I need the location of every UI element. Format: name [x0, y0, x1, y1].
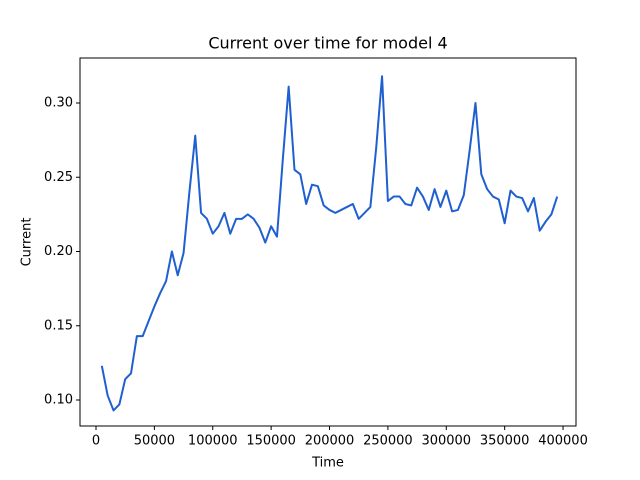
x-tick-label: 300000: [421, 434, 471, 449]
x-tick-label: 200000: [305, 434, 355, 449]
x-tick-label: 100000: [188, 434, 238, 449]
y-tick-label: 0.15: [44, 318, 73, 333]
y-tick-label: 0.10: [44, 393, 73, 408]
x-tick-label: 350000: [480, 434, 530, 449]
y-axis-label: Current: [20, 218, 35, 267]
y-tick-label: 0.20: [44, 244, 73, 259]
data-line: [100, 75, 559, 412]
x-tick-label: 150000: [246, 434, 296, 449]
x-tick-label: 400000: [538, 434, 588, 449]
chart-title: Current over time for model 4: [208, 34, 447, 53]
plot-frame: [79, 57, 577, 427]
x-tick-label: 50000: [134, 434, 175, 449]
x-axis-label: Time: [311, 456, 344, 471]
x-tick-label: 250000: [363, 434, 413, 449]
x-tick-label: 0: [92, 434, 100, 449]
y-tick-label: 0.30: [44, 95, 73, 110]
y-tick-label: 0.25: [44, 170, 73, 185]
